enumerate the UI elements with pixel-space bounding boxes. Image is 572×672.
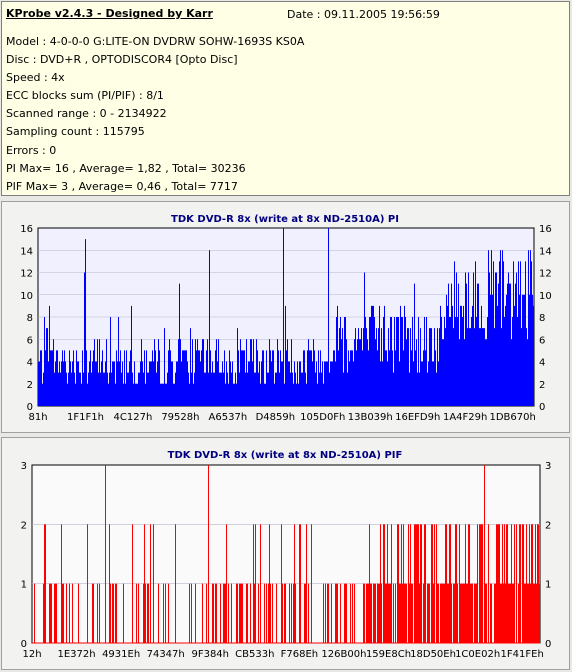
info-model: Model : 4-0-0-0 G:LITE-ON DVDRW SOHW-169… (6, 35, 305, 48)
pi-ytick-label: 6 (539, 335, 545, 346)
pi-xtick-label: 16EFD9h (395, 412, 440, 423)
pi-ytick-label: 0 (539, 402, 545, 413)
pi-xtick-label: 81h (28, 412, 47, 423)
pi-xtick-label: A6537h (209, 412, 248, 423)
info-sampling-count: Sampling count : 115795 (6, 125, 145, 139)
pi-ytick-label: 12 (539, 269, 552, 280)
pi-ytick-label: 4 (539, 358, 545, 369)
pi-chart: TDK DVD-R 8x (write at 8x ND-2510A) PI 0… (20, 214, 552, 423)
pi-xtick-label: 13B039h (348, 412, 393, 423)
app-title: KProbe v2.4.3 - Designed by Karr (6, 7, 213, 20)
pif-ytick-label: 3 (21, 461, 27, 472)
pi-xtick-label: 1F1F1h (67, 412, 104, 423)
pi-chart-panel: TDK DVD-R 8x (write at 8x ND-2510A) PI 0… (1, 201, 570, 433)
pif-chart: TDK DVD-R 8x (write at 8x ND-2510A) PIF … (21, 450, 552, 660)
pi-xtick-label: 1DB670h (489, 412, 535, 423)
info-panel: KProbe v2.4.3 - Designed by Karr Date : … (1, 1, 570, 196)
pif-xtick-label: 159E8Ch (366, 649, 411, 660)
pif-xtick-label: 9F384h (191, 649, 229, 660)
pif-ytick-label: 0 (545, 639, 551, 650)
info-pi-stats: PI Max= 16 , Average= 1,82 , Total= 3023… (6, 161, 246, 175)
info-ecc-blocks: ECC blocks sum (PI/PIF) : 8/1 (6, 89, 164, 103)
pif-ytick-label: 1 (545, 580, 551, 591)
pif-xtick-label: 18D50Eh (410, 649, 456, 660)
info-pif-stats: PIF Max= 3 , Average= 0,46 , Total= 7717 (6, 179, 238, 193)
pi-ytick-label: 6 (27, 335, 33, 346)
info-errors: Errors : 0 (6, 143, 57, 157)
pif-xtick-label: CB533h (235, 649, 274, 660)
pi-ytick-label: 16 (20, 224, 33, 235)
pi-ytick-label: 14 (539, 246, 552, 257)
pi-xtick-label: D4859h (256, 412, 296, 423)
pi-ytick-label: 0 (27, 402, 33, 413)
pi-ytick-label: 10 (20, 291, 33, 302)
pi-ytick-label: 2 (27, 380, 33, 391)
pi-xtick-label: 79528h (161, 412, 199, 423)
pif-xtick-label: 12h (22, 649, 41, 660)
pif-ytick-label: 0 (21, 639, 27, 650)
pif-chart-panel: TDK DVD-R 8x (write at 8x ND-2510A) PIF … (1, 437, 570, 670)
pi-ytick-label: 16 (539, 224, 552, 235)
pif-xtick-label: 126B00h (321, 649, 366, 660)
pi-ytick-label: 8 (539, 313, 545, 324)
info-speed: Speed : 4x (6, 71, 65, 85)
pif-xtick-label: 74347h (147, 649, 185, 660)
scan-date: Date : 09.11.2005 19:56:59 (287, 8, 440, 21)
pif-xtick-label: 1E372h (58, 649, 96, 660)
pi-ytick-label: 4 (27, 358, 33, 369)
pi-ytick-label: 14 (20, 246, 33, 257)
pi-chart-title: TDK DVD-R 8x (write at 8x ND-2510A) PI (171, 214, 399, 225)
pif-xtick-label: 1C0E02h (455, 649, 500, 660)
pi-ytick-label: 8 (27, 313, 33, 324)
pi-xtick-label: 105D0Fh (300, 412, 345, 423)
pi-ytick-label: 2 (539, 380, 545, 391)
info-rows: Model : 4-0-0-0 G:LITE-ON DVDRW SOHW-169… (6, 33, 304, 196)
pif-xtick-label: 4931Eh (102, 649, 140, 660)
pif-ytick-label: 3 (545, 461, 551, 472)
pi-ytick-label: 10 (539, 291, 552, 302)
pif-ytick-label: 2 (545, 520, 551, 531)
pif-chart-title: TDK DVD-R 8x (write at 8x ND-2510A) PIF (168, 450, 403, 461)
pif-xtick-label: 1F41FEh (501, 649, 544, 660)
pif-ytick-label: 2 (21, 520, 27, 531)
pi-xtick-label: 4C127h (114, 412, 153, 423)
info-scanned-range: Scanned range : 0 - 2134922 (6, 107, 167, 121)
pi-xtick-label: 1A4F29h (443, 412, 487, 423)
pif-ytick-label: 1 (21, 580, 27, 591)
pi-ytick-label: 12 (20, 269, 33, 280)
info-disc: Disc : DVD+R , OPTODISCOR4 [Opto Disc] (6, 53, 238, 67)
pif-xtick-label: F768Eh (281, 649, 319, 660)
